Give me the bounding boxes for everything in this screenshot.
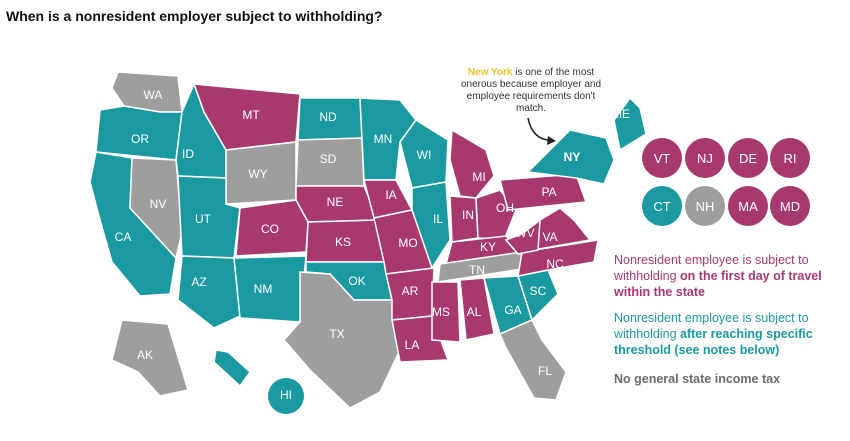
state-label-mi: MI: [472, 170, 485, 184]
state-nc: [517, 239, 599, 277]
badge-vt: VT: [642, 138, 682, 178]
state-label-il: IL: [433, 212, 443, 226]
state-al: [459, 277, 495, 341]
callout-arrow-head: [547, 136, 556, 145]
state-wi: [399, 118, 449, 189]
state-label-wv: WV: [515, 226, 534, 240]
state-label-la: LA: [405, 338, 420, 352]
callout-text: is one of the most onerous because emplo…: [460, 67, 602, 114]
state-label-me: ME: [612, 107, 630, 121]
legend-first-day-text: Nonresident employee is subject to withh…: [614, 253, 809, 283]
state-label-mo: MO: [398, 236, 417, 250]
state-ny: [526, 129, 615, 185]
state-label-wy: WY: [248, 167, 267, 181]
hi-badge: [268, 378, 304, 414]
state-fl: [499, 319, 567, 401]
legend-first-day-bold: on the first day of travel within the st…: [614, 269, 822, 299]
state-label-nm: NM: [254, 282, 273, 296]
ny-callout: New York is one of the most onerous beca…: [451, 67, 611, 115]
state-label-hi: HI: [280, 388, 292, 402]
state-label-co: CO: [261, 222, 279, 236]
state-label-nc: NC: [546, 257, 564, 271]
state-az: [177, 255, 241, 329]
state-label-ok: OK: [348, 274, 365, 288]
badge-ma: MA: [728, 186, 768, 226]
state-label-ks: KS: [335, 235, 351, 249]
state-label-ne: NE: [327, 195, 344, 209]
state-label-nv: NV: [150, 197, 167, 211]
state-label-wi: WI: [417, 148, 432, 162]
state-nv: [129, 157, 183, 260]
page-title: When is a nonresident employer subject t…: [6, 8, 383, 24]
state-label-ar: AR: [402, 284, 419, 298]
state-label-mn: MN: [374, 132, 393, 146]
badge-nh: NH: [685, 186, 725, 226]
state-label-nd: ND: [319, 110, 337, 124]
badge-ct: CT: [642, 186, 682, 226]
state-il: [411, 181, 451, 270]
state-label-in: IN: [462, 208, 474, 222]
state-pa: [499, 173, 588, 211]
state-label-ky: KY: [480, 240, 496, 254]
state-label-pa: PA: [541, 185, 556, 199]
callout-highlight: New York: [467, 67, 513, 78]
state-label-va: VA: [542, 230, 557, 244]
state-ak: [111, 319, 189, 397]
legend-no-tax: No general state income tax: [614, 371, 780, 387]
state-label-ca: CA: [115, 230, 132, 244]
badge-ri: RI: [770, 138, 810, 178]
badge-de: DE: [728, 138, 768, 178]
state-label-ny: NY: [564, 150, 581, 164]
state-label-mt: MT: [242, 108, 260, 122]
legend-first-day: Nonresident employee is subject to withh…: [614, 252, 850, 300]
legend-no-tax-text: No general state income tax: [614, 372, 781, 386]
callout-arrow: [527, 117, 549, 141]
state-mi: [449, 128, 495, 199]
state-label-wa: WA: [144, 88, 163, 102]
state-label-sd: SD: [320, 152, 337, 166]
badge-md: MD: [770, 186, 810, 226]
state-label-id: ID: [182, 147, 194, 161]
state-label-or: OR: [131, 132, 149, 146]
state-hi: [213, 349, 251, 388]
state-label-al: AL: [467, 305, 482, 319]
state-tx: [283, 271, 401, 409]
state-ms: [431, 281, 461, 343]
state-label-ms: MS: [432, 305, 450, 319]
legend-threshold-text: Nonresident employee is subject to withh…: [614, 311, 809, 341]
state-label-ut: UT: [195, 212, 212, 226]
state-label-fl: FL: [538, 364, 552, 378]
state-wv: [504, 218, 541, 255]
state-label-oh: OH: [496, 201, 514, 215]
legend-threshold-bold: after reaching specific threshold (see n…: [614, 327, 813, 357]
legend-threshold: Nonresident employee is subject to withh…: [614, 310, 850, 358]
state-label-ia: IA: [385, 188, 396, 202]
state-label-tn: TN: [469, 263, 485, 277]
state-label-az: AZ: [191, 275, 206, 289]
badge-nj: NJ: [685, 138, 725, 178]
state-label-ga: GA: [504, 303, 521, 317]
state-label-sc: SC: [530, 284, 547, 298]
state-label-ak: AK: [137, 348, 153, 362]
state-me: [613, 96, 647, 152]
state-label-tx: TX: [329, 327, 344, 341]
